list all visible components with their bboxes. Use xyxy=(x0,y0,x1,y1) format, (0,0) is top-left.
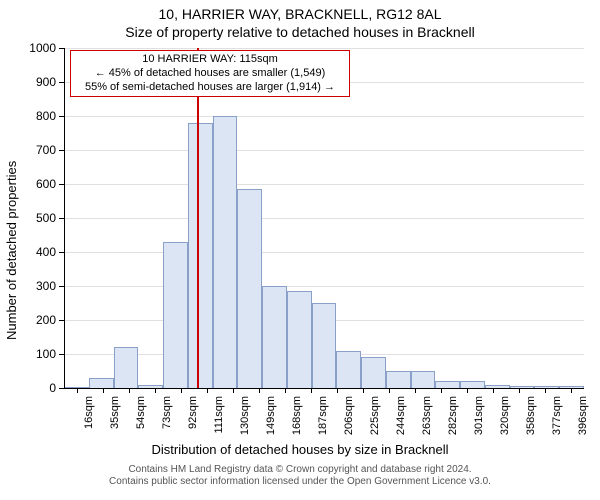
y-tick-label: 900 xyxy=(16,75,56,89)
y-axis-line xyxy=(64,48,65,388)
histogram-bar xyxy=(213,116,238,388)
histogram-bar xyxy=(262,286,287,388)
gridline xyxy=(64,252,584,253)
property-marker-line xyxy=(197,48,199,388)
histogram-bar xyxy=(435,381,460,388)
footer-line2: Contains public sector information licen… xyxy=(0,476,600,488)
histogram-bar xyxy=(114,347,139,388)
x-tick xyxy=(259,388,260,393)
x-tick xyxy=(207,388,208,393)
x-tick xyxy=(415,388,416,393)
x-tick-label: 168sqm xyxy=(291,396,303,442)
x-tick xyxy=(389,388,390,393)
x-tick-label: 244sqm xyxy=(395,396,407,442)
gridline xyxy=(64,48,584,49)
x-tick-label: 377sqm xyxy=(551,396,563,442)
x-axis-label: Distribution of detached houses by size … xyxy=(0,442,600,457)
annotation-line: 55% of semi-detached houses are larger (… xyxy=(75,81,345,95)
x-tick xyxy=(571,388,572,393)
gridline xyxy=(64,116,584,117)
x-tick-label: 396sqm xyxy=(577,396,589,442)
x-tick-label: 282sqm xyxy=(447,396,459,442)
x-tick-label: 54sqm xyxy=(135,396,147,442)
histogram-bar xyxy=(89,378,114,388)
x-tick xyxy=(545,388,546,393)
chart-title-desc: Size of property relative to detached ho… xyxy=(0,24,600,40)
y-tick-label: 500 xyxy=(16,211,56,225)
histogram-bar xyxy=(287,291,312,388)
x-tick-label: 111sqm xyxy=(213,396,225,442)
gridline xyxy=(64,286,584,287)
x-tick xyxy=(337,388,338,393)
y-tick-label: 600 xyxy=(16,177,56,191)
y-tick-label: 800 xyxy=(16,109,56,123)
footer-attribution: Contains HM Land Registry data © Crown c… xyxy=(0,464,600,488)
y-tick-label: 300 xyxy=(16,279,56,293)
y-tick-label: 0 xyxy=(16,381,56,395)
histogram-bar xyxy=(411,371,436,388)
gridline xyxy=(64,184,584,185)
x-tick xyxy=(363,388,364,393)
x-tick-label: 358sqm xyxy=(525,396,537,442)
x-tick xyxy=(285,388,286,393)
x-tick-label: 73sqm xyxy=(161,396,173,442)
histogram-bar xyxy=(361,357,386,388)
x-tick-label: 263sqm xyxy=(421,396,433,442)
gridline xyxy=(64,218,584,219)
x-tick-label: 130sqm xyxy=(239,396,251,442)
x-tick xyxy=(155,388,156,393)
histogram-bar xyxy=(188,123,213,388)
x-tick-label: 225sqm xyxy=(369,396,381,442)
x-tick-label: 16sqm xyxy=(83,396,95,442)
histogram-bar xyxy=(386,371,411,388)
x-tick xyxy=(129,388,130,393)
x-tick-label: 149sqm xyxy=(265,396,277,442)
x-tick xyxy=(233,388,234,393)
x-tick xyxy=(441,388,442,393)
histogram-bar xyxy=(237,189,262,388)
x-tick-label: 35sqm xyxy=(109,396,121,442)
x-tick-label: 187sqm xyxy=(317,396,329,442)
x-tick xyxy=(519,388,520,393)
x-tick xyxy=(467,388,468,393)
y-tick-label: 1000 xyxy=(16,41,56,55)
x-tick xyxy=(493,388,494,393)
y-tick-label: 100 xyxy=(16,347,56,361)
annotation-box: 10 HARRIER WAY: 115sqm← 45% of detached … xyxy=(70,50,350,97)
x-tick-label: 301sqm xyxy=(473,396,485,442)
plot-area: 0100200300400500600700800900100016sqm35s… xyxy=(64,48,584,388)
x-tick xyxy=(181,388,182,393)
y-tick-label: 200 xyxy=(16,313,56,327)
x-tick xyxy=(311,388,312,393)
footer-line1: Contains HM Land Registry data © Crown c… xyxy=(0,464,600,476)
chart-title-address: 10, HARRIER WAY, BRACKNELL, RG12 8AL xyxy=(0,6,600,22)
annotation-line: ← 45% of detached houses are smaller (1,… xyxy=(75,67,345,81)
gridline xyxy=(64,150,584,151)
x-tick xyxy=(77,388,78,393)
x-axis-line xyxy=(64,388,584,389)
histogram-bar xyxy=(460,381,485,388)
y-tick-label: 400 xyxy=(16,245,56,259)
histogram-bar xyxy=(336,351,361,388)
histogram-bar xyxy=(163,242,188,388)
annotation-line: 10 HARRIER WAY: 115sqm xyxy=(75,53,345,67)
y-tick-label: 700 xyxy=(16,143,56,157)
x-tick-label: 92sqm xyxy=(187,396,199,442)
x-tick-label: 320sqm xyxy=(499,396,511,442)
histogram-bar xyxy=(312,303,337,388)
x-tick xyxy=(103,388,104,393)
x-tick-label: 206sqm xyxy=(343,396,355,442)
